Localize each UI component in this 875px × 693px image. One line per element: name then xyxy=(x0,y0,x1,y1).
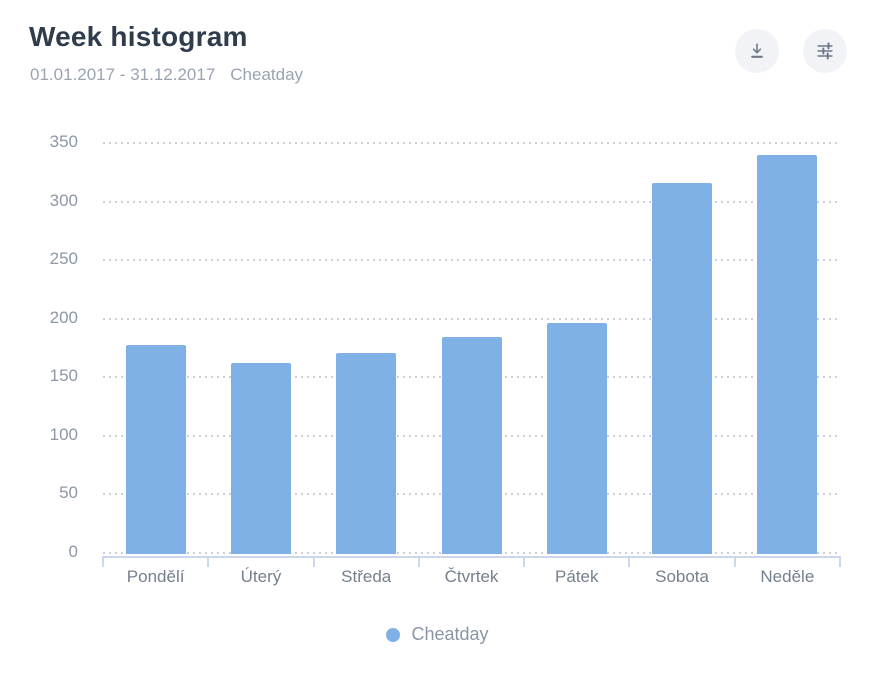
x-axis-tick xyxy=(207,556,210,567)
x-axis-tick xyxy=(417,556,420,567)
x-axis-label: Neděle xyxy=(760,567,815,586)
chart-legend: Cheatday xyxy=(0,624,875,645)
x-axis-label: Sobota xyxy=(655,567,709,586)
legend-dot-icon xyxy=(386,627,401,642)
bar[interactable] xyxy=(125,345,186,554)
x-axis-label: Úterý xyxy=(240,567,282,586)
download-icon xyxy=(751,43,763,58)
x-axis-label: Středa xyxy=(341,567,392,586)
x-axis-label: Pátek xyxy=(555,567,599,586)
legend-label: Cheatday xyxy=(411,624,489,644)
y-axis-label: 350 xyxy=(49,132,78,151)
x-axis-tick xyxy=(523,556,526,567)
x-axis-tick xyxy=(312,556,315,567)
y-axis-label: 100 xyxy=(49,424,78,444)
bar[interactable] xyxy=(230,363,291,554)
x-axis-tick xyxy=(102,556,104,567)
x-axis-label: Pondělí xyxy=(126,567,185,586)
x-axis-tick xyxy=(733,556,736,567)
sliders-icon xyxy=(817,42,833,60)
gridline-350 xyxy=(103,142,840,144)
gridline-200 xyxy=(103,317,840,320)
y-axis-label: 150 xyxy=(49,366,78,386)
page-title: Week histogram xyxy=(29,21,248,52)
y-axis-label: 0 xyxy=(68,542,78,561)
gridline-300 xyxy=(103,200,840,203)
bar[interactable] xyxy=(441,337,502,554)
settings-button[interactable] xyxy=(803,29,847,73)
bar[interactable] xyxy=(546,323,607,554)
bar[interactable] xyxy=(757,154,818,554)
subtitle-series-name: Cheatday xyxy=(230,65,304,84)
y-axis-label: 50 xyxy=(59,483,78,503)
x-axis-label: Čtvrtek xyxy=(444,567,499,586)
x-axis-tick xyxy=(628,556,631,567)
y-axis-label: 300 xyxy=(49,190,78,210)
download-button[interactable] xyxy=(735,29,779,73)
date-range: 01.01.2017 - 31.12.2017 xyxy=(30,65,216,84)
x-axis-line xyxy=(103,556,840,558)
legend-item-cheatday[interactable]: Cheatday xyxy=(386,624,489,645)
gridline-250 xyxy=(103,259,840,262)
y-axis-label: 250 xyxy=(49,249,78,269)
subtitle: 01.01.2017 - 31.12.2017 Cheatday xyxy=(30,65,303,85)
y-axis-label: 200 xyxy=(49,307,78,327)
bar[interactable] xyxy=(652,182,713,554)
x-axis-tick xyxy=(839,556,841,567)
bar[interactable] xyxy=(336,352,397,554)
